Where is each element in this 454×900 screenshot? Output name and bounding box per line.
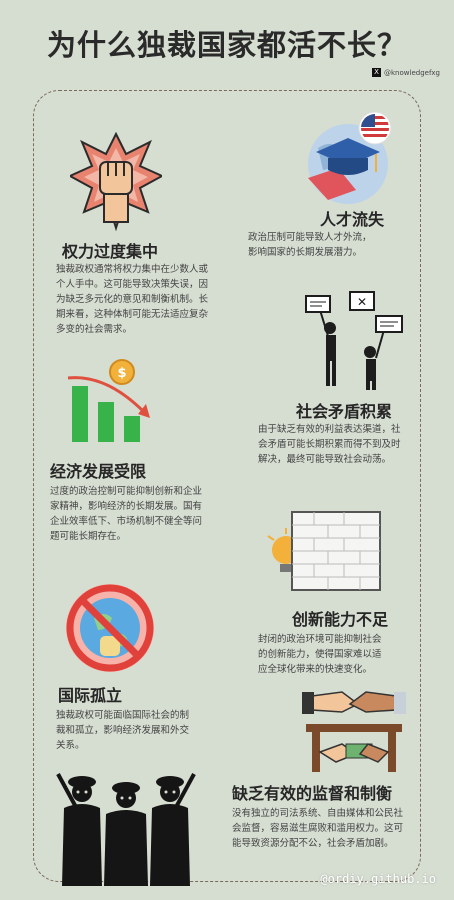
raised-fist-icon — [70, 132, 162, 232]
body-line: 过度的政治控制可能抑制创新和企业 — [50, 486, 203, 497]
body-isolation: 独裁政权可能面临国际社会的制 裁和孤立，影响经济发展和外交 关系。 — [56, 708, 226, 753]
globe-prohibited-icon — [66, 584, 154, 672]
body-social-conflict: 由于缺乏有效的利益表达渠道，社 会矛盾可能长期积累而得不到及时 解决，最终可能导… — [258, 422, 428, 467]
heading-power-concentration: 权力过度集中 — [62, 242, 159, 261]
heading-brain-drain: 人才流失 — [320, 210, 385, 229]
body-line: 影响国家的长期发展潜力。 — [248, 247, 363, 258]
svg-text:$: $ — [117, 366, 126, 381]
handle-text: @knowledgefxg — [384, 68, 440, 77]
x-logo-icon: X — [372, 68, 381, 77]
body-line: 关系。 — [56, 740, 85, 751]
body-line: 封闭的政治环境可能抑制社会 — [258, 634, 382, 645]
body-line: 家精神，影响经济的长期发展。国有 — [50, 501, 203, 512]
lightbulb-wall-icon — [267, 511, 381, 591]
body-line: 独裁政权可能面临国际社会的制 — [56, 710, 190, 721]
body-oversight: 没有独立的司法系统、自由媒体和公民社 会监督，容易滋生腐败和滥用权力。这可 能导… — [232, 806, 422, 851]
body-line: 能导致资源分配不公，社会矛盾加剧。 — [232, 838, 394, 849]
body-line: 政治压制可能导致人才外流， — [248, 232, 372, 243]
body-innovation: 封闭的政治环境可能抑制社会 的创新能力，使得国家难以适 应全球化带来的快速变化。 — [258, 632, 418, 677]
body-line: 会监督，容易滋生腐败和滥用权力。这可 — [232, 823, 404, 834]
armed-guards-icon — [56, 773, 196, 886]
declining-bar-chart-icon: $ — [67, 359, 150, 442]
heading-oversight: 缺乏有效的监督和制衡 — [232, 784, 393, 803]
body-line: 会矛盾可能长期积累而得不到及时 — [258, 439, 401, 450]
body-line: 为缺乏多元化的意见和制衡机制。长 — [56, 294, 209, 305]
heading-social-conflict: 社会矛盾积累 — [296, 402, 393, 421]
social-handle: X @knowledgefxg — [372, 68, 440, 77]
body-line: 个人手中。这可能导致决策失误，因 — [56, 279, 209, 290]
graduation-cap-globe-icon — [308, 111, 392, 204]
handshake-bribe-icon — [302, 691, 406, 772]
body-line: 期来看，这种体制可能无法适应复杂 — [56, 309, 209, 320]
heading-economic-limits: 经济发展受限 — [50, 462, 147, 481]
body-line: 多变的社会需求。 — [56, 324, 133, 335]
body-economic-limits: 过度的政治控制可能抑制创新和企业 家精神，影响经济的长期发展。国有 企业效率低下… — [50, 484, 240, 544]
body-power-concentration: 独裁政权通常将权力集中在少数人或 个人手中。这可能导致决策失误，因 为缺乏多元化… — [56, 262, 246, 337]
body-line: 题可能长期存在。 — [50, 531, 127, 542]
body-line: 企业效率低下、市场机制不健全等问 — [50, 516, 203, 527]
body-line: 没有独立的司法系统、自由媒体和公民社 — [232, 808, 404, 819]
protest-signs-icon: ✕ — [305, 291, 403, 390]
body-line: 解决，最终可能导致社会动荡。 — [258, 454, 392, 465]
content-frame — [33, 90, 421, 882]
body-line: 应全球化带来的快速变化。 — [258, 664, 373, 675]
heading-innovation: 创新能力不足 — [292, 610, 389, 629]
page-title: 为什么独裁国家都活不长？ — [46, 28, 407, 62]
watermark: @ordiy.github.io — [320, 872, 436, 886]
heading-isolation: 国际孤立 — [58, 686, 123, 705]
body-line: 的创新能力，使得国家难以适 — [258, 649, 382, 660]
body-line: 独裁政权通常将权力集中在少数人或 — [56, 264, 209, 275]
body-line: 裁和孤立，影响经济发展和外交 — [56, 725, 190, 736]
body-line: 由于缺乏有效的利益表达渠道，社 — [258, 424, 401, 435]
body-brain-drain: 政治压制可能导致人才外流， 影响国家的长期发展潜力。 — [248, 230, 418, 260]
svg-text:✕: ✕ — [357, 295, 367, 309]
